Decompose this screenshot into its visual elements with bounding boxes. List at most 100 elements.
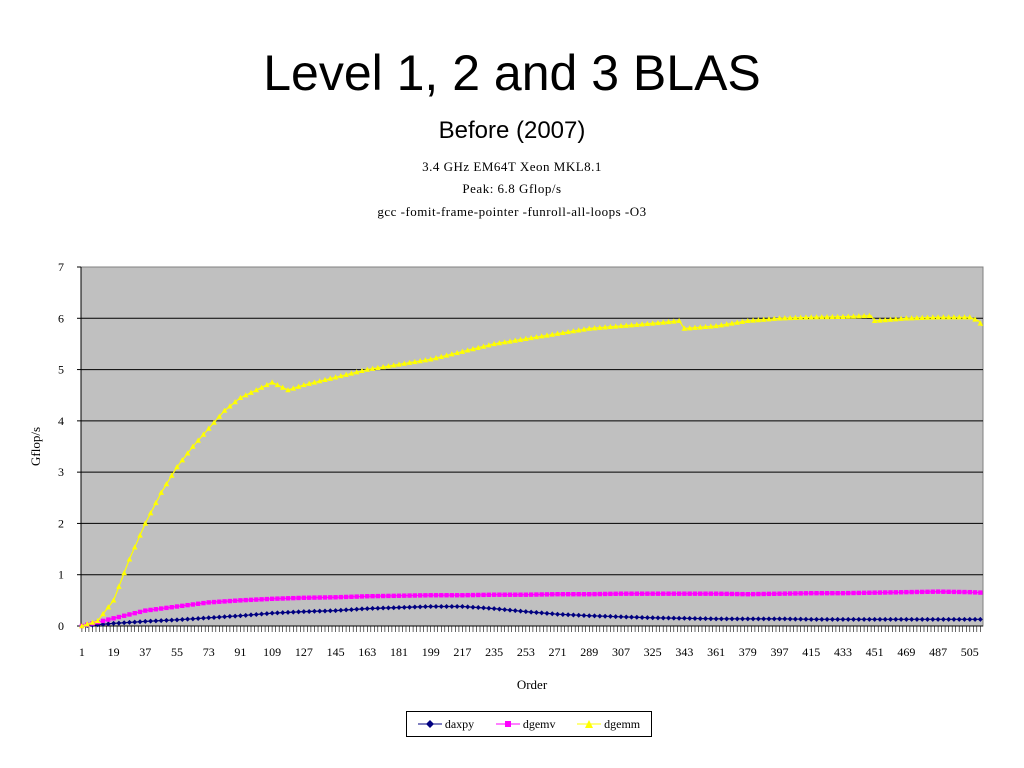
- point-dgemm: [797, 314, 804, 320]
- point-daxpy: [253, 611, 259, 617]
- x-tick-label: 235: [485, 645, 503, 659]
- plot-area: [80, 266, 984, 627]
- point-dgemv: [481, 592, 486, 598]
- point-dgemm: [311, 379, 318, 385]
- point-dgemv: [618, 591, 624, 596]
- point-daxpy: [549, 611, 555, 617]
- point-daxpy: [829, 616, 835, 622]
- point-daxpy: [729, 616, 735, 622]
- point-dgemm: [491, 340, 497, 347]
- point-dgemv: [439, 593, 444, 598]
- point-dgemv: [534, 592, 539, 597]
- point-daxpy: [121, 620, 127, 626]
- point-dgemm: [179, 457, 186, 463]
- point-dgemm: [528, 334, 534, 341]
- point-dgemm: [438, 353, 445, 359]
- point-dgemv: [809, 590, 814, 596]
- point-daxpy: [137, 619, 143, 625]
- point-dgemm: [570, 328, 577, 334]
- point-daxpy: [322, 608, 328, 614]
- point-dgemv: [248, 597, 254, 603]
- point-dgemm: [427, 356, 434, 362]
- point-dgemv: [502, 592, 507, 597]
- point-dgemv: [772, 591, 777, 596]
- point-dgemv: [861, 590, 867, 596]
- point-dgemm: [623, 322, 630, 328]
- point-daxpy: [142, 618, 148, 624]
- point-daxpy: [359, 606, 365, 612]
- point-dgemv: [470, 592, 476, 598]
- y-tick-label: 5: [58, 363, 64, 377]
- point-dgemv: [116, 614, 122, 620]
- point-daxpy: [851, 616, 857, 622]
- point-dgemv: [148, 607, 153, 613]
- point-daxpy: [644, 615, 650, 621]
- y-tick-label: 3: [58, 465, 64, 479]
- point-dgemv: [719, 591, 724, 596]
- point-daxpy: [169, 617, 175, 623]
- point-daxpy: [200, 615, 206, 621]
- point-dgemm: [866, 312, 873, 318]
- x-axis-label: Order: [517, 677, 548, 692]
- y-tick-label: 7: [58, 260, 64, 274]
- point-dgemm: [142, 520, 149, 526]
- point-dgemv: [824, 590, 830, 596]
- point-dgemm: [137, 532, 143, 538]
- point-dgemm: [686, 325, 693, 331]
- point-daxpy: [454, 604, 460, 610]
- x-tick-label: 289: [580, 645, 598, 659]
- point-dgemm: [168, 472, 175, 478]
- point-daxpy: [935, 616, 941, 622]
- point-dgemv: [735, 591, 740, 597]
- point-dgemv: [328, 595, 333, 600]
- point-daxpy: [354, 606, 360, 612]
- legend-item-dgemv: dgemv: [495, 717, 555, 732]
- point-daxpy: [370, 605, 376, 611]
- point-daxpy: [311, 608, 317, 614]
- point-daxpy: [692, 615, 698, 621]
- point-dgemm: [517, 336, 524, 342]
- point-daxpy: [946, 616, 952, 622]
- point-dgemm: [903, 315, 910, 321]
- y-tick-label: 1: [58, 568, 64, 582]
- point-dgemm: [602, 324, 608, 330]
- point-daxpy: [533, 609, 539, 615]
- point-daxpy: [412, 604, 418, 610]
- point-daxpy: [523, 609, 529, 615]
- point-daxpy: [951, 616, 957, 622]
- point-daxpy: [956, 616, 962, 622]
- point-daxpy: [105, 621, 111, 627]
- x-tick-label: 163: [358, 645, 376, 659]
- point-daxpy: [269, 610, 275, 616]
- point-dgemv: [269, 596, 275, 602]
- point-dgemv: [798, 591, 803, 596]
- point-dgemm: [205, 425, 212, 431]
- point-dgemv: [106, 617, 111, 622]
- point-dgemm: [649, 320, 656, 326]
- legend-marker-daxpy: [417, 720, 442, 728]
- point-dgemm: [597, 324, 603, 330]
- point-dgemv: [914, 589, 920, 595]
- point-dgemm: [945, 314, 952, 320]
- point-dgemm: [316, 378, 323, 384]
- point-dgemv: [497, 592, 502, 597]
- point-daxpy: [792, 616, 798, 622]
- point-daxpy: [555, 611, 561, 617]
- point-daxpy: [407, 604, 413, 610]
- point-daxpy: [962, 616, 968, 622]
- point-dgemv: [428, 593, 433, 598]
- point-dgemv: [164, 605, 169, 611]
- point-dgemv: [232, 598, 238, 603]
- point-daxpy: [718, 616, 724, 622]
- point-daxpy: [623, 614, 629, 620]
- point-dgemm: [375, 364, 381, 371]
- point-daxpy: [333, 608, 339, 614]
- point-dgemv: [127, 612, 132, 617]
- point-daxpy: [243, 612, 249, 618]
- point-dgemm: [496, 340, 503, 346]
- point-dgemm: [126, 556, 133, 562]
- point-dgemv: [100, 618, 106, 624]
- point-dgemv: [121, 613, 127, 618]
- point-daxpy: [824, 616, 830, 622]
- point-daxpy: [845, 616, 851, 622]
